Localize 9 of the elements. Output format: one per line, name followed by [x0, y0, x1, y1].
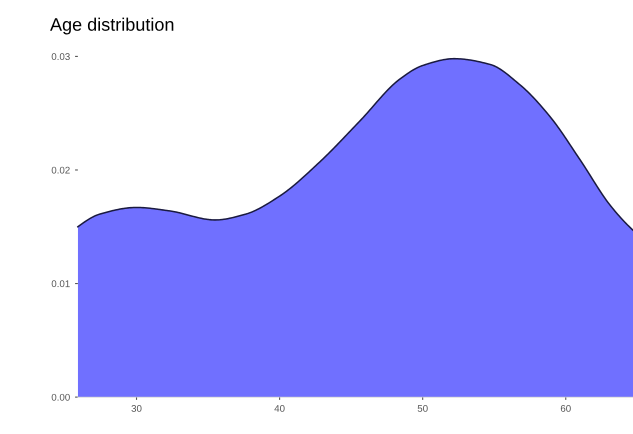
x-tick-label: 30	[131, 405, 142, 412]
y-tick-label: 0.03	[52, 53, 70, 60]
x-tick-label: 40	[274, 405, 285, 412]
y-tick-label: 0.01	[52, 280, 70, 288]
chart-title: Age distribution	[50, 18, 174, 34]
y-tick-label: 0.02	[52, 166, 70, 174]
y-tick-label: 0.00	[52, 394, 70, 401]
x-tick-label: 60	[560, 405, 571, 412]
x-tick-label: 50	[418, 405, 428, 412]
